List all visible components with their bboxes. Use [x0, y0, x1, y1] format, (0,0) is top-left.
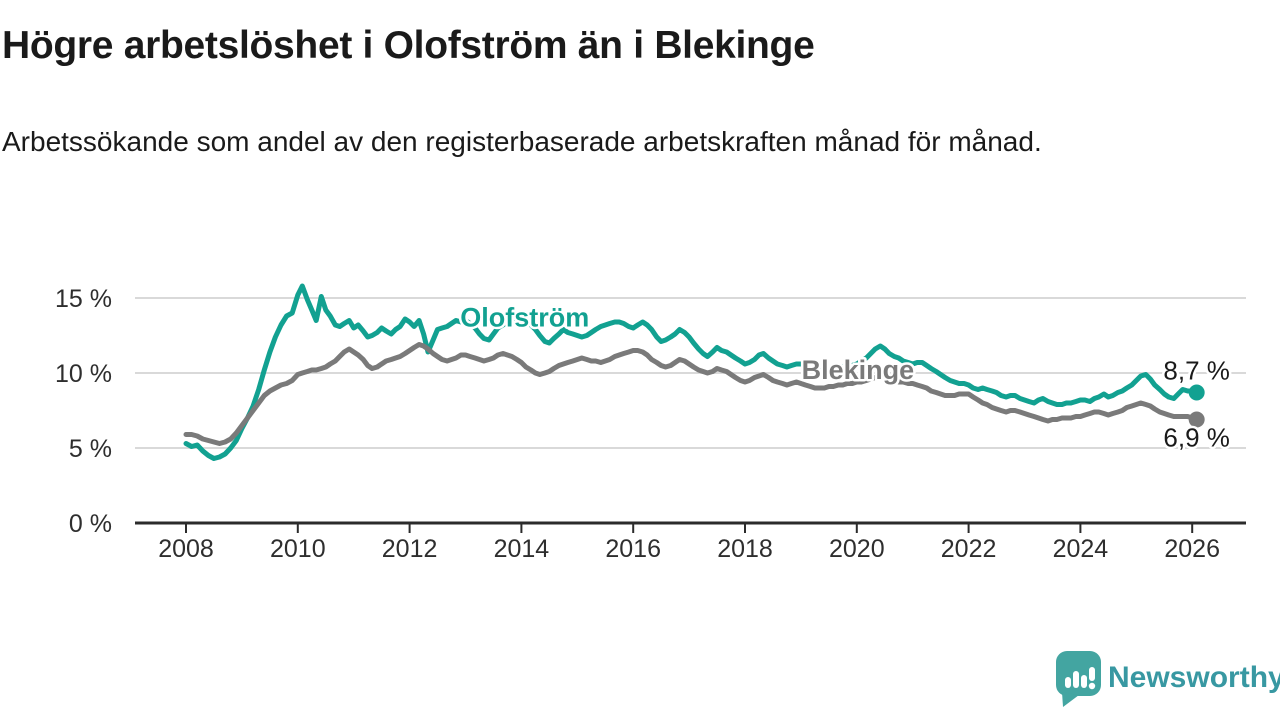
x-axis-tick-label: 2022 [941, 535, 997, 563]
x-axis-tick-label: 2008 [158, 535, 214, 563]
y-axis-tick-label: 0 % [69, 510, 112, 538]
newsworthy-bubble-icon [1056, 651, 1101, 707]
y-axis-tick-label: 15 % [55, 285, 112, 313]
x-axis-tick-label: 2018 [717, 535, 773, 563]
x-axis-tick-label: 2026 [1164, 535, 1220, 563]
newsworthy-brand-text: Newsworthy [1108, 661, 1280, 694]
y-axis-tick-label: 5 % [69, 435, 112, 463]
series-end-label-olofström: 8,7 % [1163, 356, 1230, 386]
x-axis-tick-label: 2010 [270, 535, 326, 563]
series-end-dot-blekinge [1188, 411, 1205, 428]
page-title: Högre arbetslöshet i Olofström än i Blek… [2, 24, 815, 67]
x-axis-tick-label: 2020 [829, 535, 885, 563]
x-axis-tick-label: 2014 [494, 535, 550, 563]
x-axis-tick-label: 2016 [605, 535, 661, 563]
series-line-olofström [183, 283, 1200, 461]
series-label-blekinge: Blekinge [802, 355, 915, 385]
series-line-blekinge [183, 342, 1200, 446]
x-axis-tick-label: 2012 [382, 535, 438, 563]
series-end-label-blekinge: 6,9 % [1163, 423, 1230, 453]
y-axis-tick-label: 10 % [55, 360, 112, 388]
newsworthy-logo: Newsworthy [1056, 651, 1280, 707]
series-end-dot-olofström [1188, 384, 1205, 401]
x-axis-tick-label: 2024 [1053, 535, 1109, 563]
series-label-olofström: Olofström [460, 303, 589, 333]
page-subtitle: Arbetssökande som andel av den registerb… [2, 126, 1042, 157]
